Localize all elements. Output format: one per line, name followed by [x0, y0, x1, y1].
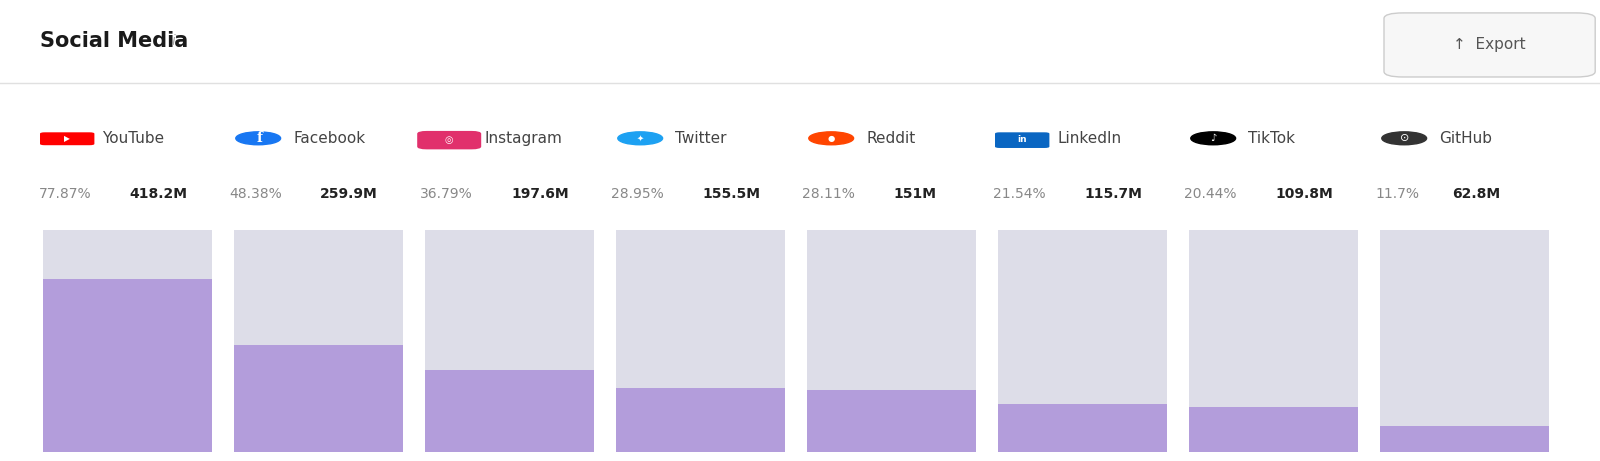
Text: ▶: ▶ — [64, 134, 70, 143]
Circle shape — [235, 132, 280, 145]
Text: 259.9M: 259.9M — [320, 187, 378, 201]
FancyBboxPatch shape — [995, 132, 1050, 148]
Text: 109.8M: 109.8M — [1275, 187, 1333, 201]
Text: Facebook: Facebook — [293, 131, 365, 146]
Text: 115.7M: 115.7M — [1085, 187, 1142, 201]
Text: 48.38%: 48.38% — [229, 187, 282, 201]
Text: ♪: ♪ — [1210, 133, 1216, 143]
Text: TikTok: TikTok — [1248, 131, 1296, 146]
Text: Social Media: Social Media — [40, 31, 189, 52]
Bar — [998, 404, 1166, 452]
Text: LinkedIn: LinkedIn — [1058, 131, 1122, 146]
Text: ↑  Export: ↑ Export — [1453, 37, 1526, 53]
Text: 197.6M: 197.6M — [512, 187, 570, 201]
Text: 36.79%: 36.79% — [421, 187, 474, 201]
Text: 21.54%: 21.54% — [994, 187, 1046, 201]
FancyBboxPatch shape — [40, 132, 94, 145]
Text: ⊙: ⊙ — [1400, 133, 1410, 143]
Circle shape — [1190, 132, 1235, 145]
Bar — [998, 230, 1166, 452]
Bar — [1189, 230, 1358, 452]
Bar — [43, 279, 211, 452]
Text: 155.5M: 155.5M — [702, 187, 760, 201]
Text: 11.7%: 11.7% — [1376, 187, 1419, 201]
Text: f: f — [256, 131, 262, 145]
Bar — [806, 390, 976, 452]
Bar — [426, 230, 594, 452]
Text: 28.11%: 28.11% — [802, 187, 856, 201]
FancyBboxPatch shape — [1384, 13, 1595, 77]
Circle shape — [808, 132, 854, 145]
Bar — [234, 345, 403, 452]
Bar — [806, 230, 976, 452]
Text: ◎: ◎ — [445, 135, 453, 145]
Text: Twitter: Twitter — [675, 131, 726, 146]
Text: GitHub: GitHub — [1440, 131, 1493, 146]
Text: ✦: ✦ — [637, 134, 643, 143]
Bar — [616, 230, 786, 452]
Text: in: in — [1018, 135, 1027, 144]
Bar — [616, 388, 786, 452]
Bar — [43, 230, 211, 452]
Bar — [1381, 426, 1549, 452]
Text: 28.95%: 28.95% — [611, 187, 664, 201]
Text: i: i — [171, 35, 174, 48]
Text: ●: ● — [827, 134, 835, 143]
Bar — [234, 230, 403, 452]
Bar — [1189, 407, 1358, 452]
Text: 77.87%: 77.87% — [38, 187, 91, 201]
Text: 151M: 151M — [893, 187, 936, 201]
Text: Reddit: Reddit — [867, 131, 915, 146]
Text: 418.2M: 418.2M — [130, 187, 187, 201]
Text: Instagram: Instagram — [485, 131, 562, 146]
Text: 62.8M: 62.8M — [1453, 187, 1501, 201]
FancyBboxPatch shape — [418, 131, 482, 149]
Text: 20.44%: 20.44% — [1184, 187, 1237, 201]
Circle shape — [1382, 132, 1427, 145]
Bar — [1381, 230, 1549, 452]
Text: YouTube: YouTube — [102, 131, 165, 146]
Bar — [426, 370, 594, 452]
Circle shape — [618, 132, 662, 145]
